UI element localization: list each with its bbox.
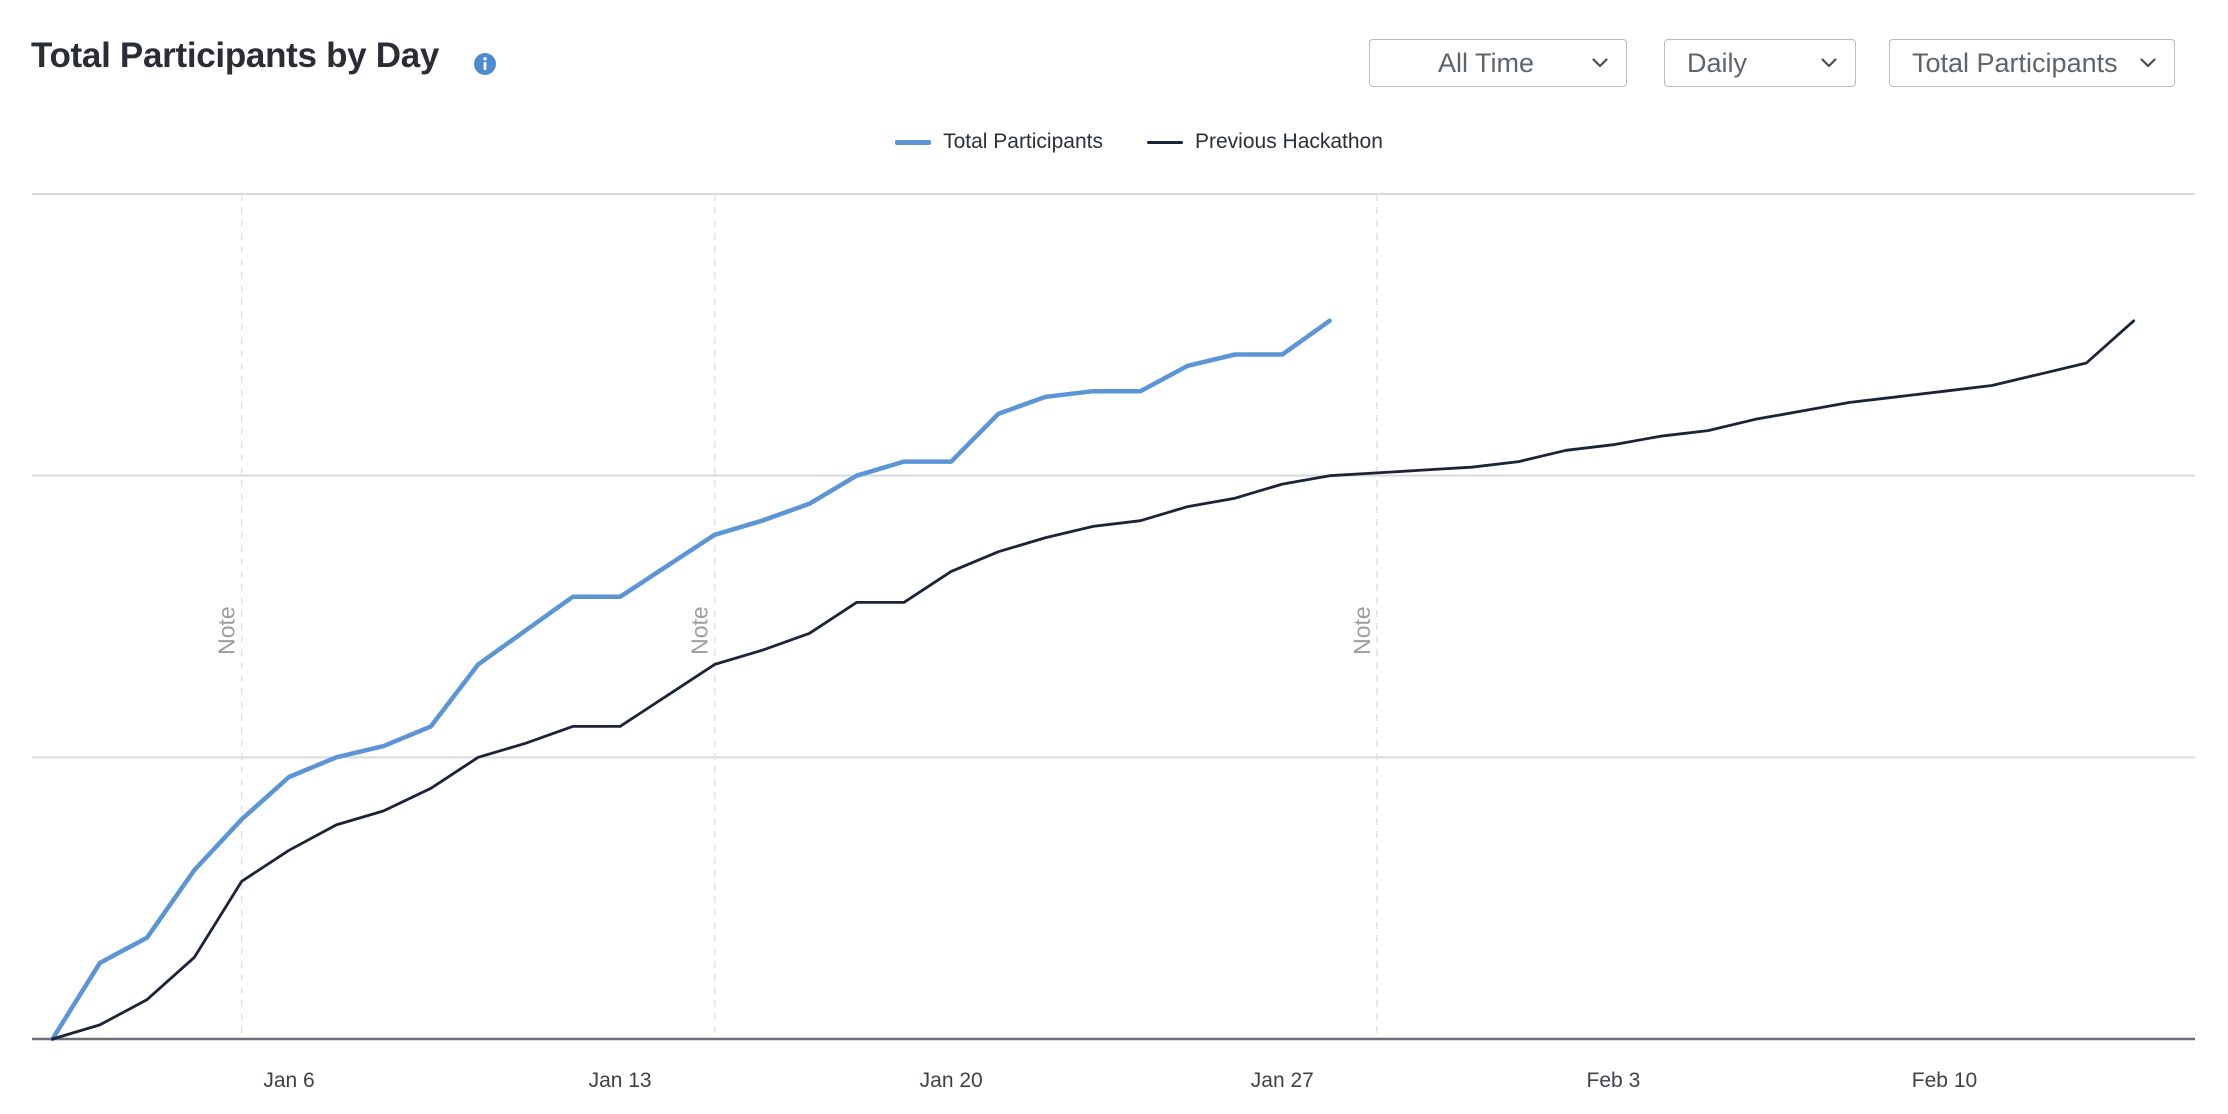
interval-value: Daily <box>1687 47 1748 78</box>
x-tick-label: Feb 10 <box>1912 1069 1977 1092</box>
note-label: Note <box>687 606 713 655</box>
legend-swatch-previous <box>1146 140 1183 144</box>
x-tick-label: Jan 6 <box>263 1069 314 1092</box>
legend-item-total[interactable]: Total Participants <box>895 130 1103 154</box>
chevron-down-icon <box>1821 58 1837 68</box>
x-tick-label: Jan 27 <box>1251 1069 1314 1092</box>
chevron-down-icon <box>2140 58 2156 68</box>
page-title: Total Participants by Day <box>31 36 440 75</box>
legend-label-total: Total Participants <box>943 130 1103 153</box>
x-tick-label: Jan 13 <box>589 1069 652 1092</box>
info-icon[interactable] <box>473 52 497 76</box>
note-label: Note <box>214 606 240 655</box>
metric-value: Total Participants <box>1912 47 2118 78</box>
interval-dropdown[interactable]: Daily <box>1664 39 1856 87</box>
x-tick-label: Feb 3 <box>1587 1069 1641 1092</box>
series-line-previous <box>51 319 2136 1041</box>
chevron-down-icon <box>1592 58 1608 68</box>
legend-swatch-total <box>895 139 932 145</box>
series-line-total <box>50 318 1332 1042</box>
legend-item-previous[interactable]: Previous Hackathon <box>1146 130 1383 154</box>
time-range-value: All Time <box>1437 47 1535 78</box>
chart-legend: Total Participants Previous Hackathon <box>0 130 2228 154</box>
time-range-dropdown[interactable]: All Time <box>1369 39 1627 87</box>
x-tick-label: Jan 20 <box>920 1069 983 1092</box>
legend-label-previous: Previous Hackathon <box>1194 130 1383 153</box>
note-label: Note <box>1349 606 1375 655</box>
metric-dropdown[interactable]: Total Participants <box>1889 39 2175 87</box>
